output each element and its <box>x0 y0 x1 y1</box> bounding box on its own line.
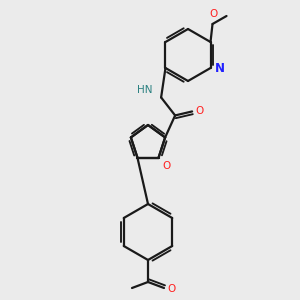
Text: HN: HN <box>136 85 152 95</box>
Text: O: O <box>195 106 203 116</box>
Text: N: N <box>214 62 224 76</box>
Text: O: O <box>167 284 175 294</box>
Text: O: O <box>209 9 217 19</box>
Text: O: O <box>163 160 171 171</box>
